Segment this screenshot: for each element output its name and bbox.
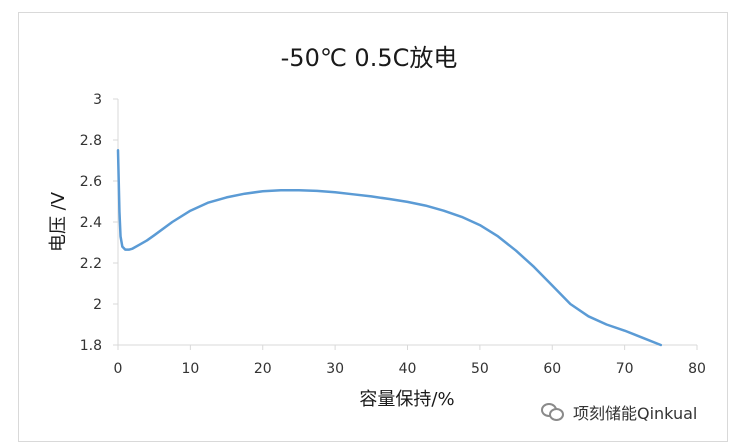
watermark: 项刻储能Qinkual <box>541 400 697 424</box>
x-tick-label: 20 <box>254 361 272 377</box>
x-tick-label: 0 <box>114 361 123 377</box>
y-tick-label: 2.6 <box>80 174 102 190</box>
y-tick-label: 2.2 <box>80 256 102 272</box>
series-line <box>116 149 663 347</box>
x-axis-label: 容量保持/% <box>359 389 454 410</box>
x-tick-label: 70 <box>616 361 634 377</box>
x-tick-label: 40 <box>399 361 417 377</box>
x-tick-label: 50 <box>471 361 489 377</box>
y-tick-label: 3 <box>93 92 102 108</box>
watermark-text: 项刻储能Qinkual <box>573 404 698 423</box>
x-tick-label: 60 <box>543 361 561 377</box>
y-tick-label: 1.8 <box>80 338 102 354</box>
chart-title: -50℃ 0.5C放电 <box>280 44 458 72</box>
x-tick-label: 80 <box>688 361 706 377</box>
y-tick-label: 2.4 <box>80 215 102 231</box>
y-tick-label: 2 <box>93 297 102 313</box>
y-axis-label: 电压 /V <box>48 191 69 252</box>
x-tick-label: 30 <box>326 361 344 377</box>
chart-frame <box>18 12 728 442</box>
x-tick-label: 10 <box>181 361 199 377</box>
y-tick-label: 2.8 <box>80 133 102 149</box>
wechat-icon <box>541 403 564 421</box>
